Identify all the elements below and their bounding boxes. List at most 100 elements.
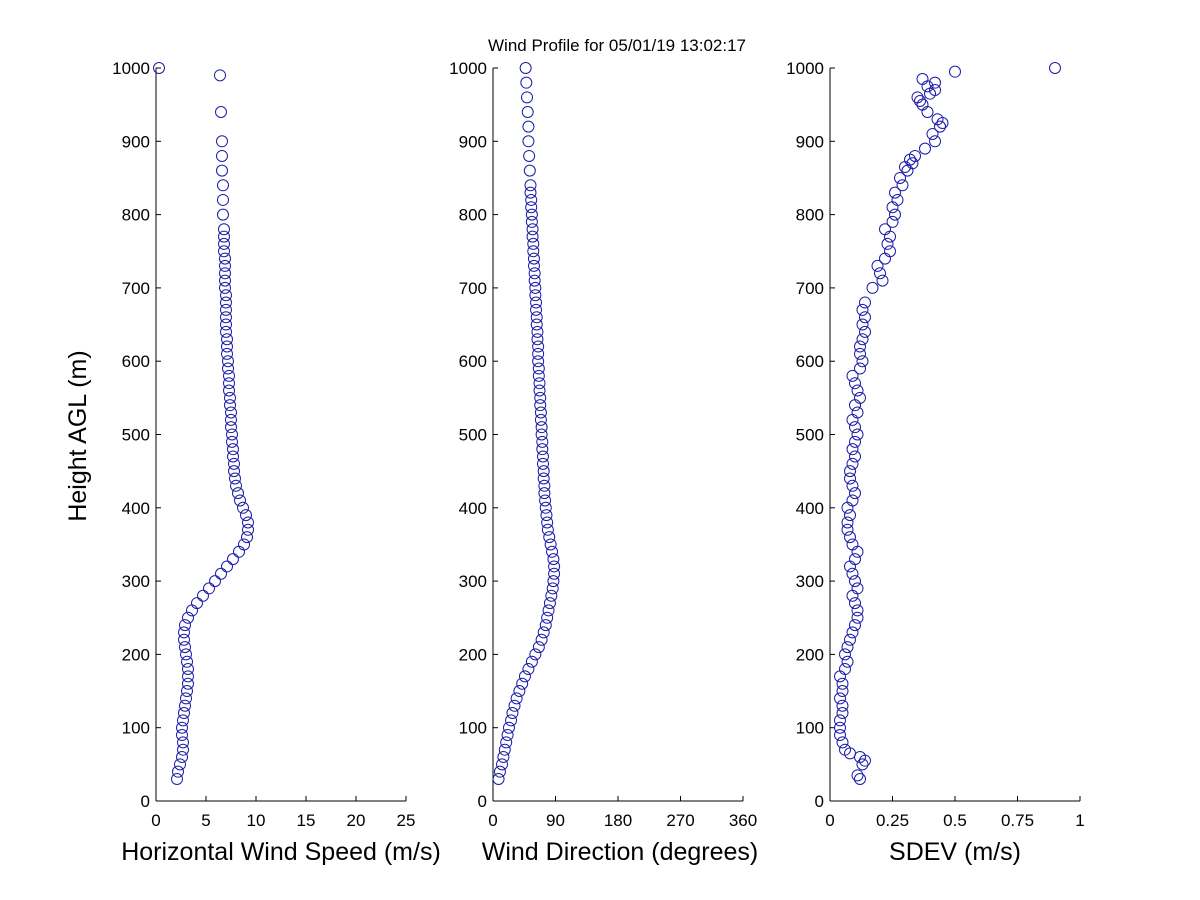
speed-y-tick-label: 500 xyxy=(122,426,150,445)
speed-data-point xyxy=(219,259,231,272)
sdev-data-point xyxy=(844,509,856,522)
direction-data-point xyxy=(501,729,514,742)
speed-data-point xyxy=(220,311,232,324)
sdev-data-point xyxy=(859,296,871,309)
direction-data-point xyxy=(525,215,538,228)
speed-x-tick-label: 25 xyxy=(397,811,416,830)
direction-data-point xyxy=(513,685,526,698)
direction-data-point xyxy=(505,714,518,727)
direction-data-point xyxy=(524,186,537,199)
sdev-data-point xyxy=(849,435,861,448)
direction-data-point xyxy=(539,494,552,507)
sdev-x-tick-label: 1 xyxy=(1075,811,1084,830)
speed-data-point xyxy=(219,281,231,294)
speed-x-tick-label: 5 xyxy=(201,811,210,830)
speed-data-point xyxy=(216,164,228,177)
speed-y-tick-label: 200 xyxy=(122,645,150,664)
sdev-data-point xyxy=(859,325,871,338)
speed-data-point xyxy=(238,538,250,551)
direction-data-point xyxy=(534,391,547,404)
sdev-data-point xyxy=(874,267,886,280)
speed-data-point xyxy=(191,597,203,610)
speed-data-point xyxy=(242,523,254,536)
direction-x-tick-label: 90 xyxy=(546,811,565,830)
direction-data-point xyxy=(530,296,543,309)
speed-data-point xyxy=(177,743,189,756)
direction-data-point xyxy=(519,62,532,74)
sdev-data-point xyxy=(846,494,859,507)
speed-data-point xyxy=(225,406,237,419)
sdev-data-point xyxy=(909,149,921,162)
direction-data-point xyxy=(538,479,551,492)
sdev-data-point xyxy=(834,729,846,742)
direction-data-point xyxy=(541,516,554,529)
sdev-data-point xyxy=(926,127,939,140)
direction-data-point xyxy=(502,721,515,734)
sdev-x-tick-label: 0.25 xyxy=(876,811,909,830)
sdev-data-point xyxy=(929,76,941,89)
direction-data-point xyxy=(542,604,555,617)
speed-data-point xyxy=(228,457,240,470)
sdev-data-point xyxy=(844,472,856,485)
direction-data-point xyxy=(510,692,523,705)
speed-y-tick-label: 900 xyxy=(122,132,150,151)
speed-data-point xyxy=(214,69,226,82)
direction-y-tick-label: 900 xyxy=(459,132,487,151)
sdev-data-point xyxy=(846,443,859,456)
direction-data-point xyxy=(537,472,550,485)
direction-data-point xyxy=(530,311,543,324)
speed-data-point xyxy=(182,611,194,624)
sdev-x-tick-label: 0 xyxy=(825,811,834,830)
sdev-data-point xyxy=(871,259,884,272)
speed-data-point xyxy=(180,648,192,661)
sdev-data-point xyxy=(839,743,851,756)
direction-data-point xyxy=(525,193,538,206)
y-axis-title: Height AGL (m) xyxy=(64,350,92,521)
direction-data-point xyxy=(496,758,509,771)
sdev-data-point xyxy=(846,538,859,551)
direction-data-point xyxy=(526,223,539,236)
sdev-data-point xyxy=(846,479,859,492)
sdev-data-point xyxy=(836,699,849,712)
sdev-data-point xyxy=(836,736,849,749)
direction-y-tick-label: 0 xyxy=(478,792,487,811)
speed-x-tick-label: 15 xyxy=(297,811,316,830)
direction-x-axis-title: Wind Direction (degrees) xyxy=(482,838,759,866)
speed-data-point xyxy=(218,230,230,243)
sdev-data-point xyxy=(866,281,879,294)
direction-data-point xyxy=(547,575,560,588)
direction-x-tick-label: 0 xyxy=(488,811,497,830)
speed-data-point xyxy=(227,443,239,456)
speed-data-point xyxy=(224,391,236,404)
direction-data-point xyxy=(545,589,558,602)
speed-data-point xyxy=(181,655,193,668)
speed-data-point xyxy=(223,384,235,397)
speed-y-tick-label: 0 xyxy=(141,792,150,811)
direction-data-point xyxy=(527,237,540,250)
speed-x-axis-title: Horizontal Wind Speed (m/s) xyxy=(121,838,441,866)
speed-data-point xyxy=(221,333,233,346)
sdev-data-point xyxy=(876,274,889,287)
speed-data-point xyxy=(220,318,232,331)
direction-data-point xyxy=(530,318,543,331)
direction-data-point xyxy=(541,523,554,536)
direction-data-point xyxy=(532,355,545,368)
direction-data-point xyxy=(537,450,549,463)
sdev-data-point xyxy=(836,685,849,698)
direction-y-tick-label: 500 xyxy=(459,426,487,445)
sdev-data-point xyxy=(854,340,866,353)
speed-data-point xyxy=(171,773,183,786)
sdev-data-point xyxy=(856,758,869,771)
speed-data-point xyxy=(219,274,231,287)
speed-data-point xyxy=(221,347,233,360)
sdev-data-point xyxy=(856,303,869,316)
direction-data-point xyxy=(538,487,551,500)
direction-data-point xyxy=(523,164,536,177)
sdev-data-point xyxy=(841,516,854,529)
direction-data-point xyxy=(537,465,550,478)
direction-data-point xyxy=(532,641,545,654)
speed-data-point xyxy=(230,479,242,492)
speed-data-point xyxy=(218,223,230,236)
sdev-data-point xyxy=(849,377,861,390)
sdev-data-point xyxy=(851,582,864,595)
